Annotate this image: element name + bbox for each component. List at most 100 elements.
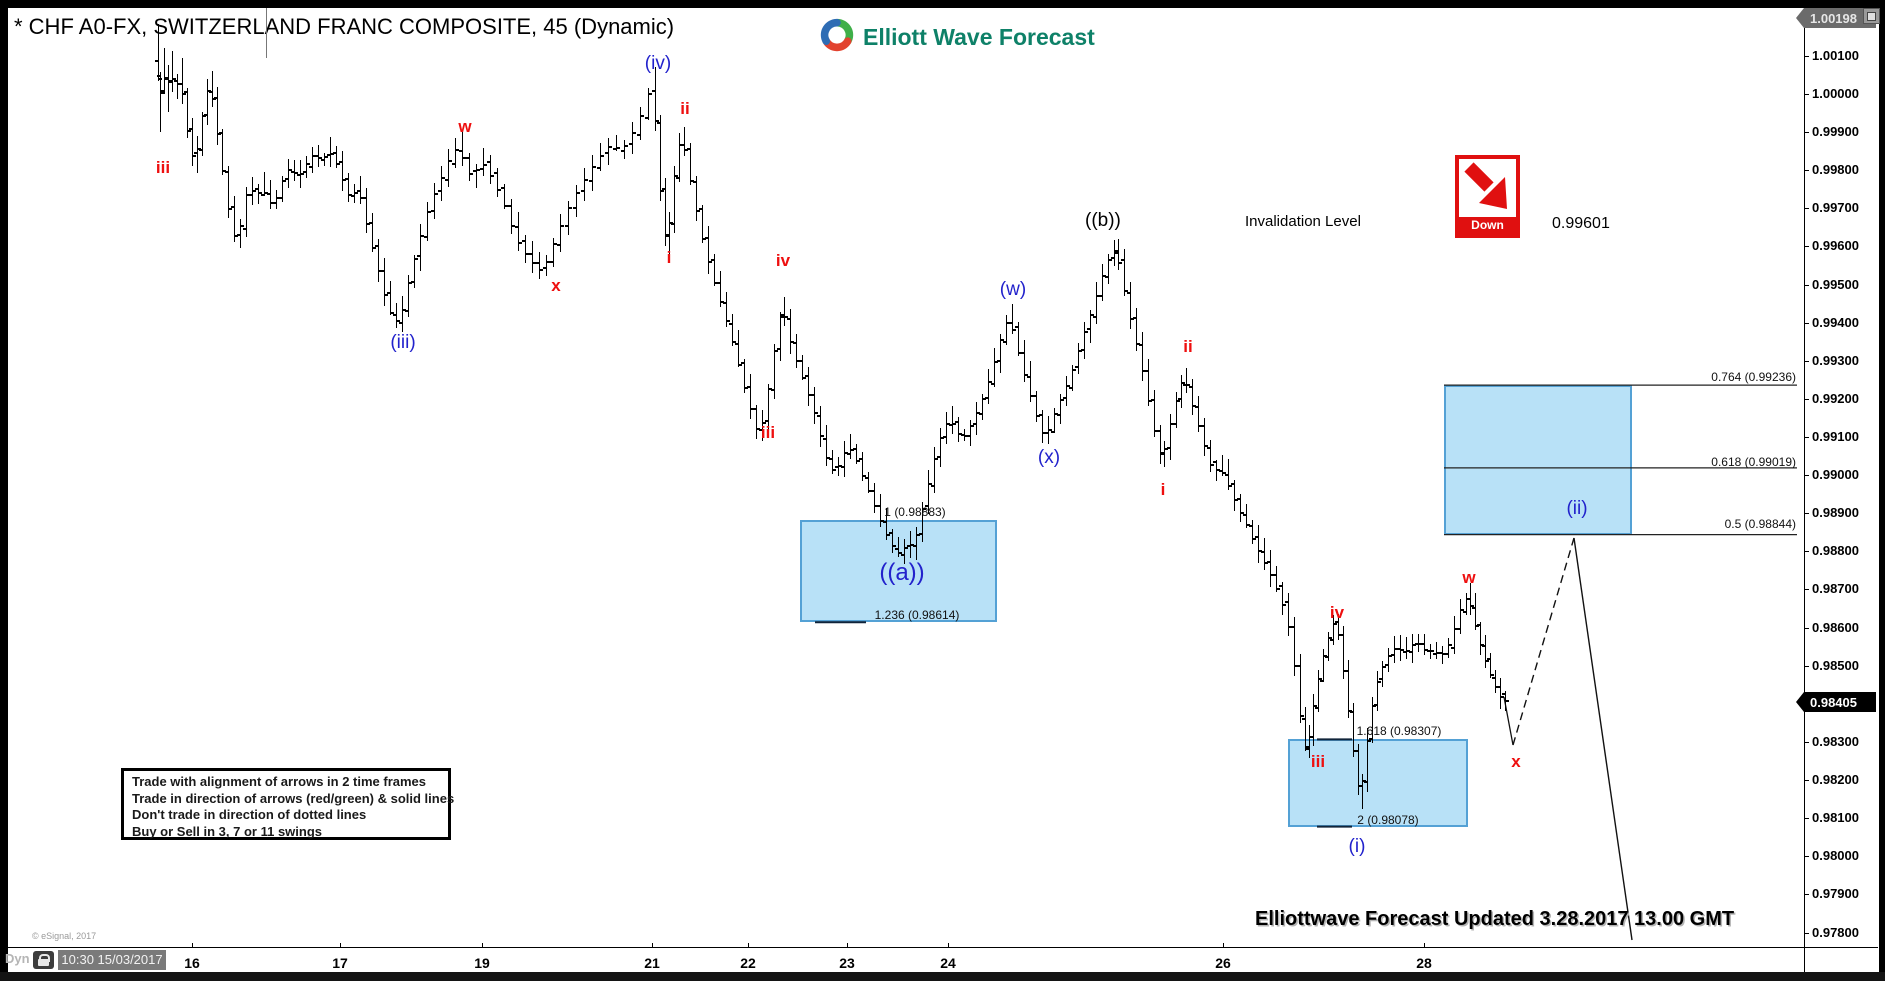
price-tick (1804, 742, 1809, 743)
cursor-timestamp: 10:30 15/03/2017 (58, 950, 166, 970)
chart-cursor-line (266, 8, 267, 58)
price-tick-label: 0.99300 (1812, 353, 1859, 368)
brand-text: Elliott Wave Forecast (863, 24, 1095, 50)
price-tick-label: 0.99100 (1812, 429, 1859, 444)
price-tick (1804, 818, 1809, 819)
axis-settings-button[interactable] (1863, 8, 1880, 24)
time-tick-label: 19 (474, 955, 490, 971)
down-badge-label: Down (1459, 217, 1516, 234)
price-tick-label: 0.98500 (1812, 658, 1859, 673)
price-tick-label: 0.99600 (1812, 238, 1859, 253)
price-tick-label: 0.98200 (1812, 772, 1859, 787)
price-tick (1804, 894, 1809, 895)
time-tick-label: 16 (184, 955, 200, 971)
session-high-value: 1.00198 (1810, 10, 1857, 26)
price-tick-label: 0.98700 (1812, 581, 1859, 596)
wave-label-b: ((b)) (1085, 210, 1121, 231)
tag-notch (1796, 692, 1804, 712)
lock-icon[interactable] (33, 951, 54, 969)
chart-title: * CHF A0-FX, SWITZERLAND FRANC COMPOSITE… (14, 14, 675, 39)
time-tick-label: 24 (940, 955, 956, 971)
price-tick (1804, 208, 1809, 209)
window-bottom-edge (0, 972, 1885, 981)
note-line: Trade with alignment of arrows in 2 time… (132, 774, 427, 789)
time-tick-label: 23 (839, 955, 855, 971)
price-tick (1804, 933, 1809, 934)
note-line: Buy or Sell in 3, 7 or 11 swings (132, 823, 323, 839)
trading-rules-note: Trade with alignment of arrows in 2 time… (121, 768, 455, 840)
lock-body (38, 959, 49, 966)
dynamic-mode-indicator: Dyn (5, 951, 30, 966)
price-tick (1804, 285, 1809, 286)
time-tick (1424, 943, 1425, 948)
price-tick-label: 0.97800 (1812, 925, 1859, 940)
invalidation-level-label: Invalidation Level (1245, 213, 1361, 230)
price-tick (1804, 551, 1809, 552)
price-tick (1804, 399, 1809, 400)
axis-settings-icon (1867, 12, 1876, 21)
brand-logo: Elliott Wave Forecast (818, 16, 1095, 59)
price-tick (1804, 780, 1809, 781)
price-tick-label: 0.99000 (1812, 467, 1859, 482)
price-tick (1804, 475, 1809, 476)
price-tick (1804, 628, 1809, 629)
price-tick-label: 0.99900 (1812, 124, 1859, 139)
price-tick (1804, 589, 1809, 590)
time-tick-label: 21 (644, 955, 660, 971)
price-tick (1804, 246, 1809, 247)
price-tick (1804, 94, 1809, 95)
price-tick-label: 1.00000 (1812, 86, 1859, 101)
price-tick (1804, 323, 1809, 324)
price-tick (1804, 132, 1809, 133)
price-tick (1804, 56, 1809, 57)
time-tick (948, 943, 949, 948)
price-tick (1804, 856, 1809, 857)
time-tick (482, 943, 483, 948)
time-tick (847, 943, 848, 948)
price-tick (1804, 437, 1809, 438)
invalidation-price-value: 0.99601 (1552, 215, 1610, 232)
price-tick-label: 0.99500 (1812, 277, 1859, 292)
time-tick-label: 22 (740, 955, 756, 971)
esignal-credit: © eSignal, 2017 (32, 931, 97, 941)
forecast-updated-text: Elliottwave Forecast Updated 3.28.2017 1… (1255, 908, 1735, 930)
down-arrow-icon (1459, 162, 1516, 223)
price-tick-label: 0.98600 (1812, 620, 1859, 635)
time-tick-label: 28 (1416, 955, 1432, 971)
time-tick (340, 943, 341, 948)
current-price-value: 0.98405 (1810, 694, 1857, 710)
price-tick (1804, 361, 1809, 362)
time-tick (652, 943, 653, 948)
price-tick (1804, 170, 1809, 171)
brand-swirl-icon (818, 16, 856, 59)
down-direction-badge: Down (1455, 155, 1520, 238)
session-high-tag: 1.00198 (1796, 8, 1876, 28)
price-axis[interactable] (1804, 8, 1879, 972)
note-line: Don't trade in direction of dotted lines (132, 807, 367, 822)
price-tick-label: 0.99800 (1812, 162, 1859, 177)
time-tick (1223, 943, 1224, 948)
price-tick-label: 0.99400 (1812, 315, 1859, 330)
time-tick (192, 943, 193, 948)
note-line: Trade in direction of arrows (red/green)… (132, 790, 455, 806)
price-tick-label: 0.99200 (1812, 391, 1859, 406)
current-price-tag: 0.98405 (1796, 692, 1876, 712)
price-tick-label: 0.98300 (1812, 734, 1859, 749)
time-tick (748, 943, 749, 948)
price-tick-label: 0.98000 (1812, 848, 1859, 863)
price-tick-label: 1.00100 (1812, 48, 1859, 63)
price-tick-label: 0.97900 (1812, 886, 1859, 901)
price-tick (1804, 513, 1809, 514)
price-tick-label: 0.99700 (1812, 200, 1859, 215)
time-tick-label: 17 (332, 955, 348, 971)
tag-notch (1796, 8, 1804, 28)
price-tick-label: 0.98100 (1812, 810, 1859, 825)
time-tick-label: 26 (1215, 955, 1231, 971)
lock-shackle (39, 954, 50, 962)
price-tick (1804, 666, 1809, 667)
time-axis[interactable] (8, 948, 1804, 972)
axis-baseline (8, 947, 1878, 948)
price-tick-label: 0.98800 (1812, 543, 1859, 558)
price-tick-label: 0.98900 (1812, 505, 1859, 520)
